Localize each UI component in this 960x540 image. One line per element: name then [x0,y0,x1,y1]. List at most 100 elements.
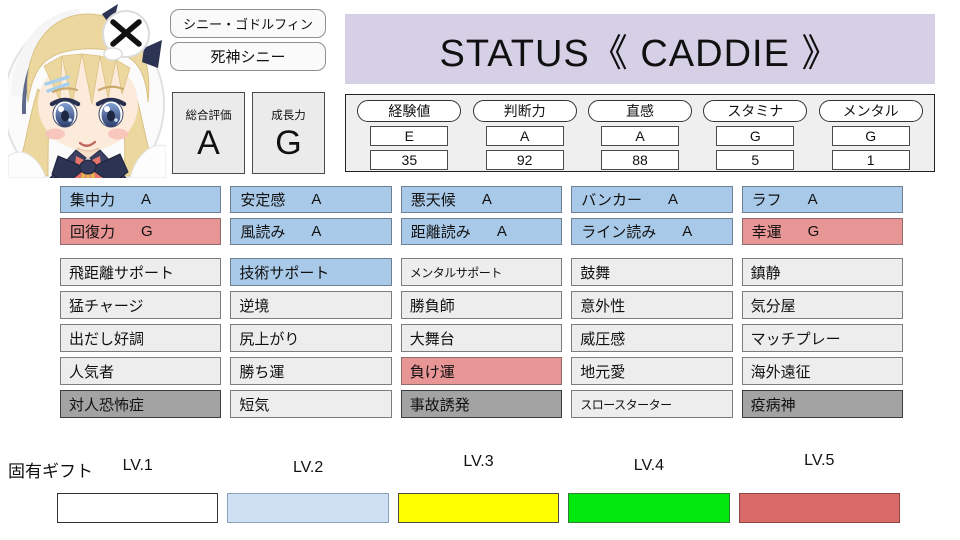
rated-skill-grade: A [667,191,678,208]
growth-rating-label: 成長力 [271,109,306,122]
gift-level-label: LV.3 [463,453,494,470]
growth-rating-box: 成長力 G [252,92,325,174]
rated-skill: 集中力 A [60,186,222,213]
stat-value: 88 [600,150,679,170]
skill-cell: 勝ち運 [230,357,392,385]
rated-skill-label: 風読み [240,224,286,241]
stat-value: 5 [716,150,795,170]
gift-box-lv5 [738,493,900,523]
stat-label: メンタル [818,100,923,122]
skill-cell: 地元愛 [571,357,733,385]
rated-skill-grade: G [807,223,820,240]
skill-cell: 短気 [230,390,392,418]
gift-level-boxes [57,493,900,523]
rated-skill-grade: A [682,223,693,240]
rated-skill-grade: A [807,191,818,208]
stat-col-experience: 経験値 E 35 [357,100,462,171]
rated-skill-grid: 集中力 A 安定感 A 悪天候 A バンカー A ラフ A 回復力 G 風読み A 距離読み A… [60,186,903,245]
stat-grade: G [716,126,795,146]
overall-rating-label: 総合評価 [185,109,232,122]
stat-label: 直感 [587,100,692,122]
stat-label: 判断力 [472,100,577,122]
skill-cell: 海外遠征 [741,357,903,385]
rated-skill: ラフ A [741,186,903,213]
gift-box-lv3 [397,493,560,523]
gift-level-label: LV.5 [804,452,835,469]
rated-skill-label: ライン読み [581,224,657,241]
blush [45,128,128,140]
rated-skill: 幸運 G [741,218,903,245]
stat-col-mental: メンタル G 1 [818,100,923,171]
overall-rating-grade: A [197,123,220,162]
gift-level-labels: LV.1 LV.2 LV.3 LV.4 LV.5 [57,452,900,476]
character-nickname-box: 死神シニー [170,42,326,71]
rated-skill: ライン読み A [571,218,733,245]
stat-col-judgment: 判断力 A 92 [472,100,577,171]
skill-cell: 疫病神 [741,390,903,418]
rated-skill-grade: A [311,191,322,208]
skill-cell: 大舞台 [400,324,563,352]
rated-skill-label: 安定感 [240,192,286,209]
rated-skill: 距離読み A [400,218,563,245]
stat-label: スタミナ [703,100,808,122]
gift-box-lv2 [227,493,389,523]
skill-cell: 鼓舞 [571,258,733,286]
rated-skill-grade: A [481,191,492,208]
skill-cell: 勝負師 [400,291,563,319]
skill-cell: 意外性 [571,291,733,319]
skill-cell: 対人恐怖症 [60,390,222,418]
growth-rating-grade: G [275,123,302,162]
stat-label: 経験値 [357,100,462,122]
rated-skill-grade: G [141,223,153,240]
stat-grade: G [831,126,910,146]
page-title-bar: STATUS《 CADDIE 》 [345,14,935,84]
page-title: STATUS《 CADDIE 》 [439,32,841,75]
shoulders [8,144,166,178]
skill-cell: 技術サポート [230,258,392,286]
character-portrait [8,4,166,178]
character-portrait-image [8,4,166,178]
skill-cell: 鎮静 [741,258,903,286]
rated-skill-label: バンカー [581,192,642,209]
skill-cell: 威圧感 [571,324,733,352]
rated-skill: 安定感 A [230,186,392,213]
rated-skill-grade: A [496,223,507,240]
rated-skill-grade: A [141,191,152,208]
stat-value: 35 [370,150,449,170]
rated-skill-label: 集中力 [70,192,116,209]
gift-level-label: LV.1 [122,457,153,474]
skull-ornament-icon [102,4,162,68]
skill-cell: 気分屋 [741,291,903,319]
gift-box-lv1 [57,493,219,523]
skill-cell: 出だし好調 [60,324,222,352]
stat-value: 92 [485,150,564,170]
rated-skill: 風読み A [230,218,392,245]
rated-skill-grade: A [311,223,322,240]
overall-rating-box: 総合評価 A [172,92,245,174]
stat-col-intuition: 直感 A 88 [587,100,692,171]
collar-and-bow [49,147,129,178]
character-name-box: シニー・ゴドルフィン [170,9,326,38]
stat-value: 1 [831,150,910,170]
stat-grade: E [370,126,449,146]
skill-cell: メンタルサポート [400,258,563,286]
skill-cell: 逆境 [230,291,392,319]
skill-cell: 事故誘発 [400,390,563,418]
rated-skill-label: ラフ [751,192,782,209]
stat-grade: A [485,126,564,146]
eyes [49,97,127,128]
character-name: シニー・ゴドルフィン [183,17,313,32]
mouth [78,140,97,147]
rated-skill: バンカー A [571,186,733,213]
rated-skill-label: 回復力 [70,224,116,241]
face [38,57,138,151]
stat-grade: A [600,126,679,146]
skill-cell: 人気者 [60,357,222,385]
gift-level-label: LV.4 [633,457,665,474]
skill-cell: マッチプレー [741,324,903,352]
skill-cell: 尻上がり [230,324,392,352]
skill-cell: 猛チャージ [60,291,222,319]
stat-col-stamina: スタミナ G 5 [703,100,808,171]
gift-section-label: 固有ギフト [8,462,93,481]
